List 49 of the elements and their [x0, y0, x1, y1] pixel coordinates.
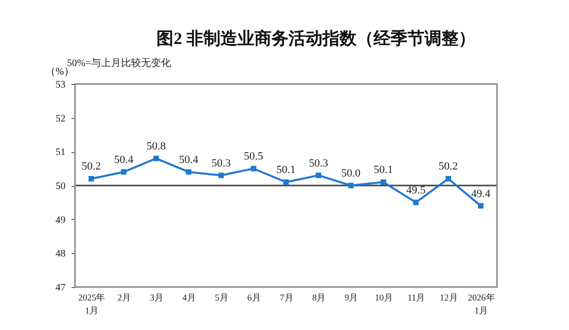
data-label: 50.5	[244, 150, 264, 163]
x-tick-label: 9月	[344, 292, 358, 302]
point	[250, 166, 256, 172]
x-tick-label: 2026年 1月	[468, 292, 495, 316]
y-tick-label: 47	[56, 282, 66, 294]
point	[380, 179, 386, 185]
x-tick-label: 7月	[280, 292, 294, 302]
point	[446, 176, 452, 182]
x-tick-label: 6月	[247, 292, 261, 302]
y-tick-label: 48	[56, 248, 66, 260]
x-tick-label: 12月	[440, 292, 458, 302]
point	[218, 172, 224, 178]
x-tick-label: 4月	[182, 292, 196, 302]
point	[186, 169, 192, 175]
x-tick-label: 8月	[312, 292, 326, 302]
point	[153, 156, 159, 162]
data-label: 50.8	[146, 140, 166, 152]
data-label: 49.4	[471, 188, 491, 200]
data-label: 50.0	[341, 168, 362, 180]
x-tick-label: 3月	[150, 292, 164, 302]
x-tick-label: 10月	[374, 292, 393, 302]
data-label: 50.3	[308, 157, 329, 170]
point	[120, 169, 126, 175]
x-tick-label: 5月	[214, 292, 228, 302]
point	[316, 172, 322, 178]
y-tick-label: 52	[56, 113, 66, 124]
x-tick-label: 2025年 1月	[78, 292, 106, 316]
data-label: 50.1	[276, 164, 296, 176]
y-tick-label: 49	[56, 214, 66, 226]
data-label: 50.1	[374, 164, 394, 176]
point	[413, 200, 419, 206]
y-tick-label: 51	[56, 147, 66, 158]
x-tick-label: 11月	[408, 292, 426, 302]
data-label: 49.5	[406, 184, 426, 196]
data-label: 50.2	[82, 160, 101, 173]
y-tick-label: 50	[56, 181, 66, 192]
chart-title: 图2 非制造业商务活动指数（经季节调整）	[156, 29, 476, 48]
point	[478, 203, 484, 209]
data-label: 50.2	[438, 160, 458, 173]
point	[88, 176, 94, 182]
data-label: 50.3	[211, 157, 232, 170]
y-axis-title: （%）	[46, 66, 74, 78]
y-tick-label: 53	[56, 80, 66, 90]
data-label: 50.4	[114, 154, 134, 166]
data-label: 50.4	[178, 154, 199, 166]
text: 50%=与上月比较无变化	[67, 57, 171, 69]
x-tick-label: 2月	[117, 292, 131, 302]
point	[283, 179, 289, 185]
point	[348, 182, 354, 188]
